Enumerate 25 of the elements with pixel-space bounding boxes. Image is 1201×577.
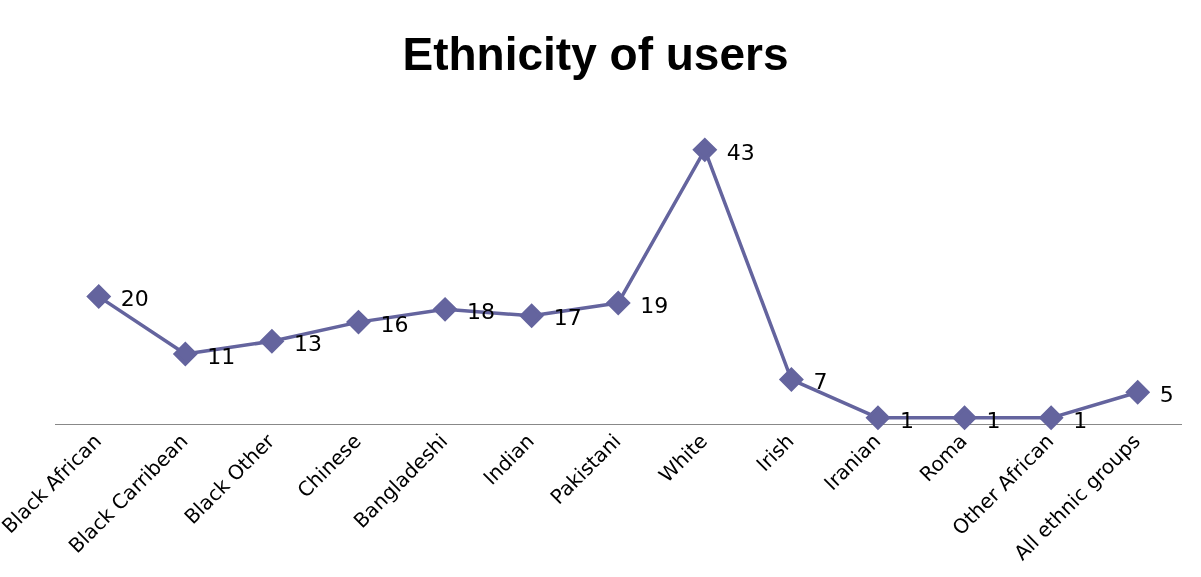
point	[1039, 406, 1063, 430]
data-label: 11	[207, 343, 236, 369]
data-label: 17	[553, 305, 582, 331]
point	[1125, 380, 1150, 405]
point	[173, 342, 198, 366]
point	[519, 303, 544, 328]
point	[952, 406, 977, 430]
point	[260, 329, 284, 353]
data-label: 13	[293, 330, 322, 356]
data-label: 7	[813, 369, 828, 395]
point	[866, 406, 890, 430]
point	[346, 310, 371, 334]
point	[693, 138, 717, 162]
point	[87, 284, 111, 309]
point	[606, 291, 630, 315]
point	[779, 367, 804, 392]
point	[433, 297, 457, 322]
x-tick-label: Irish	[751, 428, 799, 477]
data-label: 5	[1159, 382, 1174, 408]
data-label: 43	[726, 139, 755, 165]
data-label: 16	[380, 311, 409, 337]
chart-title: Ethnicity of users	[402, 28, 789, 81]
data-label: 1	[1073, 407, 1088, 433]
data-label: 20	[120, 286, 149, 312]
data-label: 19	[640, 292, 669, 318]
